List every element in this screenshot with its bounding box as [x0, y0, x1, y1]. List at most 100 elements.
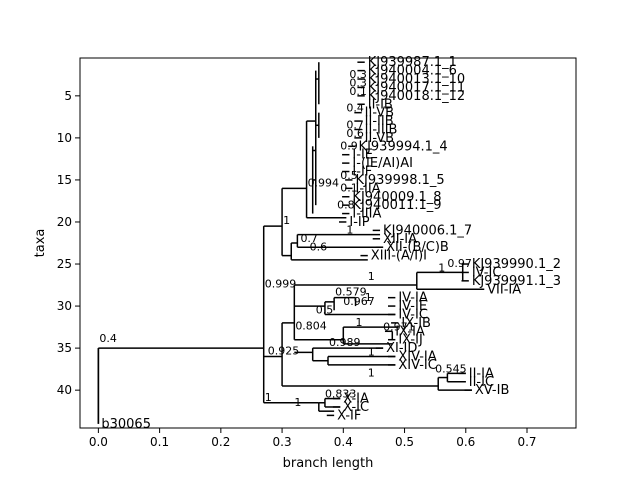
y-tick-label: 35 — [57, 341, 72, 355]
x-tick-label: 0.6 — [456, 435, 475, 449]
support-value: 0.967 — [343, 295, 375, 308]
support-value: 0.97 — [447, 257, 472, 270]
support-value: 1 — [265, 391, 272, 404]
leaf-label: IV-IC — [398, 307, 428, 322]
y-axis: 5 10 15 20 25 30 35 40 — [57, 89, 80, 397]
leaf-label: KJ940017.1_11 — [368, 80, 465, 95]
support-value: 0.1 — [349, 85, 367, 98]
x-axis-label: branch length — [283, 456, 374, 471]
y-tick-label: 20 — [57, 215, 72, 229]
leaf-label: KJ940009.1_8 — [352, 190, 441, 205]
x-tick-label: 0.2 — [211, 435, 230, 449]
leaf-label: II-IIB — [365, 114, 394, 129]
leaf-label: KJ940011.1_9 — [352, 198, 441, 213]
y-tick-label: 15 — [57, 173, 72, 187]
support-value: 0.579 — [335, 286, 367, 299]
leaf-label: KJ939987.1_1 — [368, 55, 457, 70]
leaf-label: II-IIIB — [365, 122, 398, 137]
leaf-label: IV-IE — [398, 299, 427, 314]
x-axis: 0.0 0.1 0.2 0.3 0.4 0.5 0.6 0.7 — [89, 428, 537, 449]
y-tick-label: 5 — [64, 89, 72, 103]
leaf-label: X-IF — [337, 408, 361, 423]
plot-background — [80, 58, 576, 428]
support-value: 0.971 — [383, 320, 415, 333]
leaf-label: KJ940004.1_6 — [368, 64, 457, 79]
support-value: 0.6 — [346, 127, 364, 140]
leaf-label: IX-IJ — [398, 333, 422, 348]
support-value: 0.5 — [316, 303, 334, 316]
leaf-label: II-IC — [469, 375, 494, 390]
x-tick-label: 0.0 — [89, 435, 108, 449]
support-values: 0.99910.9940.9250.8040.5790.98910.40.30.… — [99, 68, 472, 409]
support-value: 0.989 — [329, 336, 361, 349]
support-value: 0.804 — [295, 319, 327, 332]
support-value: 0.6 — [310, 240, 328, 253]
leaf-label: IV-IC — [472, 265, 502, 280]
support-value: 1 — [283, 214, 290, 227]
y-tick-label: 40 — [57, 383, 72, 397]
plot-frame — [79, 57, 577, 429]
support-value: 1 — [356, 316, 363, 329]
leaf-label: I-IE — [352, 148, 373, 163]
leaf-label: KJ940018.1_12 — [368, 89, 465, 104]
support-value: 1 — [368, 270, 375, 283]
x-tick-label: 0.5 — [395, 435, 414, 449]
x-tick-label: 0.4 — [334, 435, 353, 449]
support-value: 0.1 — [340, 182, 358, 195]
x-tick-label: 0.3 — [273, 435, 292, 449]
leaf-label: KJ940006.1_7 — [383, 223, 472, 238]
leaf-label: KJ939998.1_5 — [355, 173, 444, 188]
leaf-label: IX-IA — [395, 324, 425, 339]
leaf-label: XII-(B/C)B — [386, 240, 449, 255]
leaf-label: X-IA — [343, 392, 369, 407]
leaf-label: I-IIA — [355, 181, 380, 196]
y-tick-label: 30 — [57, 299, 72, 313]
leaf-label: XIV-IA — [398, 350, 436, 365]
support-value: 0.994 — [308, 176, 340, 189]
support-value: 0.4 — [346, 102, 364, 115]
leaf-label: IV-IA — [398, 291, 427, 306]
x-tick-label: 0.7 — [517, 435, 536, 449]
support-value: 0.4 — [99, 332, 117, 345]
leaf-label: KJ940013.1_10 — [368, 72, 465, 87]
support-value: 0.7 — [346, 118, 364, 131]
y-tick-label: 25 — [57, 257, 72, 271]
support-value: 1 — [365, 291, 372, 304]
support-value: 0.8 — [337, 198, 355, 211]
leaf-label: II-VB — [365, 131, 394, 146]
support-value: 1 — [368, 346, 375, 359]
y-axis-label: taxa — [33, 229, 48, 258]
leaf-label: XI-ID — [386, 341, 417, 356]
leaf-label: XIV-IC — [398, 358, 436, 373]
leaf-label: KJ939990.1_2 — [472, 257, 561, 272]
y-tick-label: 10 — [57, 131, 72, 145]
leaf-label: II-VB — [365, 106, 394, 121]
leaf-label: VII-IA — [487, 282, 521, 297]
support-value: 1 — [368, 367, 375, 380]
leaf-label: XII-IA — [383, 232, 417, 247]
support-value: 0.5 — [340, 169, 358, 182]
leaf-label: II-IB — [368, 97, 393, 112]
leaf-label: XIII-(A/I)I — [371, 249, 427, 264]
support-value: 0.9 — [340, 140, 358, 153]
leaf-label: b30065 — [101, 417, 151, 432]
leaf-label: X-IC — [343, 400, 369, 415]
support-value: 0.545 — [435, 362, 467, 375]
support-value: 1 — [294, 396, 301, 409]
support-value: 0.3 — [349, 68, 367, 81]
leaf-label: IX-IB — [401, 316, 431, 331]
leaf-label: I-IIIA — [352, 207, 381, 222]
support-value: 0.925 — [268, 345, 300, 358]
tree-branches — [97, 61, 485, 424]
leaf-label: I-IP — [349, 215, 369, 230]
support-value: 0.999 — [265, 277, 297, 290]
leaf-label: KJ939991.1_3 — [472, 274, 561, 289]
support-value: 0.3 — [349, 76, 367, 89]
support-value: 1 — [438, 261, 445, 274]
leaf-labels: KJ939987.1_1KJ940004.1_6KJ940013.1_10KJ9… — [101, 55, 561, 432]
leaf-label: I-(IE/AI)AI — [352, 156, 413, 171]
support-value: 1 — [346, 224, 353, 237]
support-value: 0.7 — [300, 232, 318, 245]
leaf-label: XV-IB — [475, 383, 509, 398]
